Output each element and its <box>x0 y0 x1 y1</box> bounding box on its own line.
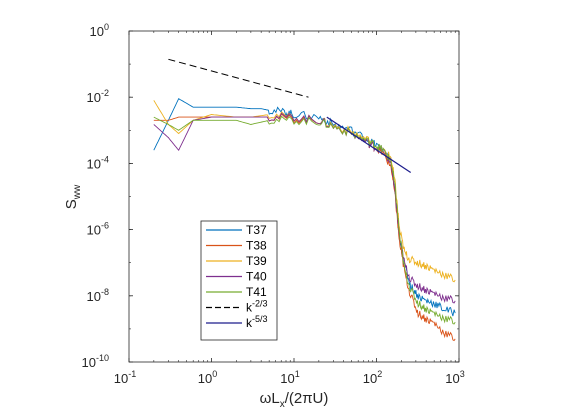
legend-label-t40: T40 <box>246 270 267 284</box>
tick-layer: 10-1 100 101 102 103 100 10-2 10-4 10-6 10-8 10-10 <box>82 22 465 386</box>
legend-label-t41: T41 <box>246 285 267 299</box>
series-line-t37 <box>153 98 456 317</box>
y-axis-label: Sww <box>63 184 83 209</box>
x-axis-label: ωLx/(2πU) <box>260 390 329 410</box>
x-tick-label: 103 <box>445 369 464 386</box>
legend-box <box>200 220 278 341</box>
y-tick-label: 10-2 <box>87 88 109 105</box>
series-line-k53 <box>326 116 412 174</box>
x-tick-label: 102 <box>363 369 382 386</box>
series-layer <box>153 58 456 342</box>
y-tick-label: 10-4 <box>87 154 109 171</box>
series-line-t38 <box>153 113 456 342</box>
y-tick-label: 10-6 <box>87 221 109 238</box>
series-line-k23 <box>168 58 309 98</box>
x-tick-label: 10-1 <box>114 369 136 386</box>
legend-label-t38: T38 <box>246 239 267 253</box>
x-tick-label: 101 <box>280 369 299 386</box>
y-tick-label: 10-10 <box>82 353 109 370</box>
legend-label-k53: k-5/3 <box>246 314 268 330</box>
legend-label-k23: k-2/3 <box>246 299 268 315</box>
legend-label-t39: T39 <box>246 254 267 268</box>
series-line-t39 <box>153 100 456 283</box>
y-tick-label: 100 <box>90 22 109 39</box>
legend-label-t37: T37 <box>246 223 267 237</box>
y-tick-label: 10-8 <box>87 287 109 304</box>
x-tick-label: 100 <box>198 369 217 386</box>
series-line-t41 <box>153 115 456 325</box>
plot-frame <box>128 30 460 363</box>
series-line-t40 <box>153 112 456 304</box>
